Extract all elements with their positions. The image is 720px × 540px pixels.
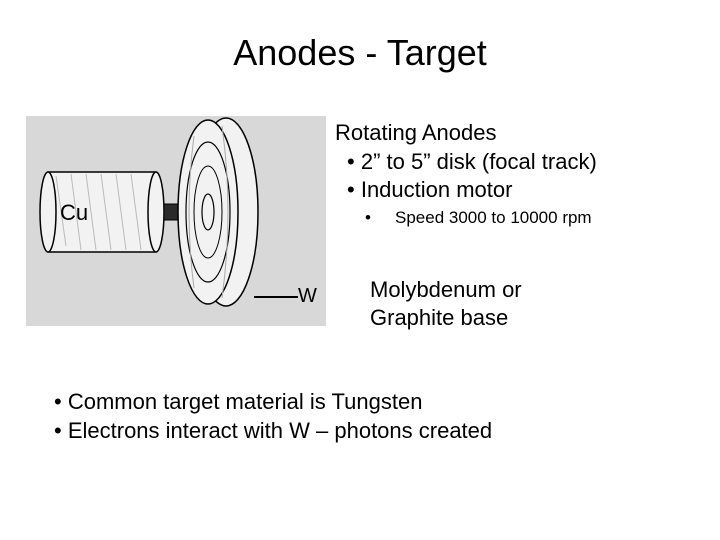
rotating-anodes-list: 2” to 5” disk (focal track) Induction mo… xyxy=(335,148,597,203)
list-item: Speed 3000 to 10000 rpm xyxy=(335,208,592,228)
speed-sublist: Speed 3000 to 10000 rpm xyxy=(335,208,592,228)
molybdenum-text: Molybdenum or Graphite base xyxy=(370,276,522,331)
list-item: Common target material is Tungsten xyxy=(54,388,492,417)
mo-line: Molybdenum or xyxy=(370,277,522,302)
slide-title: Anodes - Target xyxy=(0,32,720,74)
w-leader-line xyxy=(254,296,298,298)
rotating-anodes-heading: Rotating Anodes xyxy=(335,120,496,146)
cu-label: Cu xyxy=(60,200,88,226)
list-item: 2” to 5” disk (focal track) xyxy=(335,148,597,176)
bottom-bullets: Common target material is Tungsten Elect… xyxy=(54,388,492,445)
list-item: Electrons interact with W – photons crea… xyxy=(54,417,492,446)
w-label: W xyxy=(298,285,317,308)
list-item: Induction motor xyxy=(335,176,597,204)
mo-line: Graphite base xyxy=(370,305,508,330)
